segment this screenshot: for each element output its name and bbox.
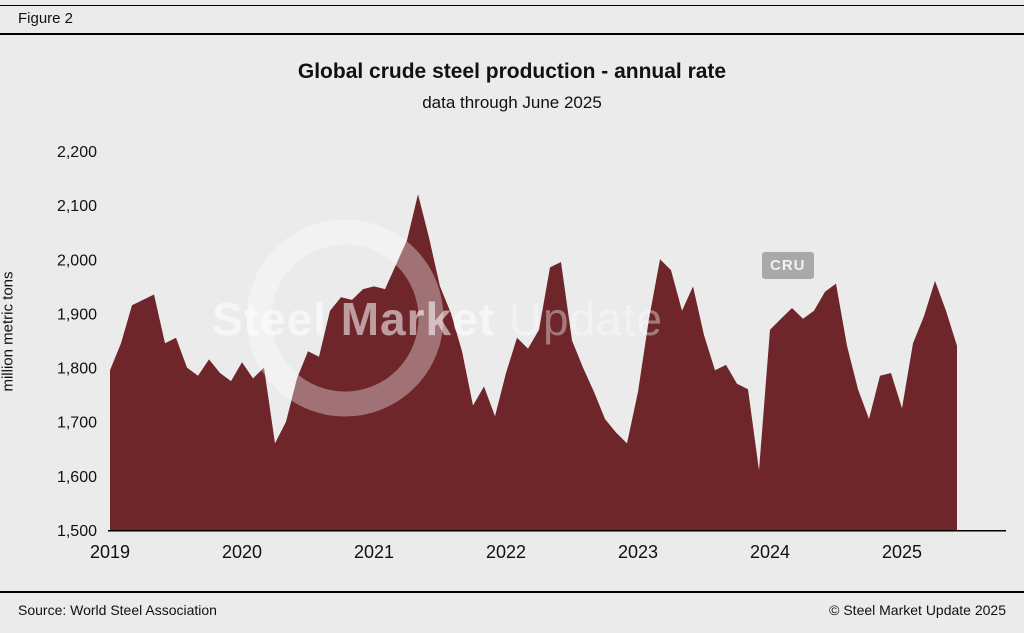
watermark-ring <box>246 219 444 417</box>
y-tick-label: 2,100 <box>57 198 97 215</box>
y-tick-label: 1,900 <box>57 306 97 323</box>
area-series <box>110 194 957 531</box>
source-note: Source: World Steel Association <box>18 602 217 618</box>
top-rule <box>0 5 1024 6</box>
x-tick-label: 2025 <box>882 542 922 562</box>
chart-title: Global crude steel production - annual r… <box>297 60 727 83</box>
y-tick-label: 1,600 <box>57 469 97 486</box>
x-tick-label: 2020 <box>222 542 262 562</box>
chart-subtitle: data through June 2025 <box>422 93 602 112</box>
x-tick-label: 2021 <box>354 542 394 562</box>
copyright-note: © Steel Market Update 2025 <box>829 602 1006 618</box>
x-tick-label: 2022 <box>486 542 526 562</box>
x-tick-label: 2019 <box>90 542 130 562</box>
x-tick-label: 2023 <box>618 542 658 562</box>
y-tick-label: 1,700 <box>57 415 97 432</box>
y-tick-label: 2,000 <box>57 252 97 269</box>
y-tick-label: 1,500 <box>57 523 97 540</box>
footer-rule <box>0 591 1024 593</box>
x-tick-label: 2024 <box>750 542 790 562</box>
y-tick-label: 2,200 <box>57 144 97 161</box>
header-rule <box>0 33 1024 35</box>
y-tick-label: 1,800 <box>57 361 97 378</box>
figure-label: Figure 2 <box>18 10 74 27</box>
